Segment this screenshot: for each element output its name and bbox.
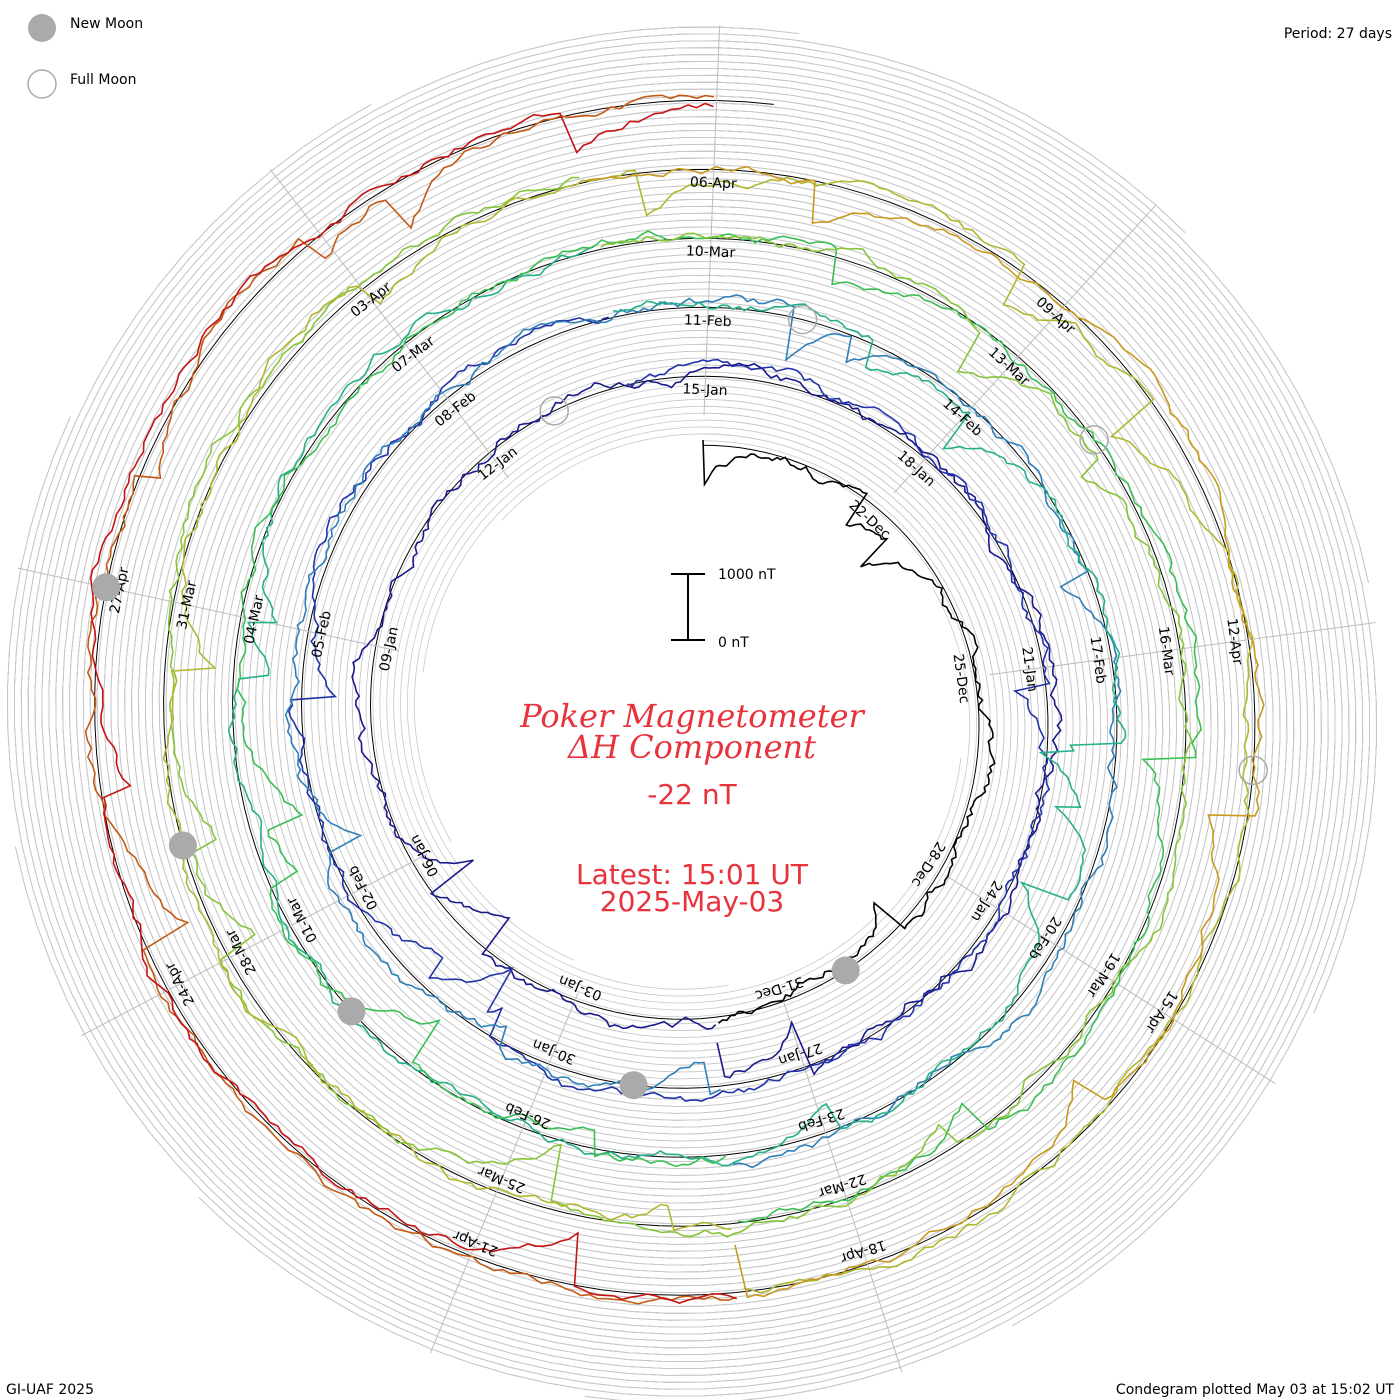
date-label: 15-Jan — [682, 381, 728, 399]
grid-ring — [15, 74, 1350, 1390]
new-moon-label: New Moon — [70, 16, 143, 32]
series-line — [236, 230, 1203, 1223]
series-line — [89, 102, 737, 1304]
moon-markers — [92, 304, 1268, 1100]
chart-title-line2: ΔH Component — [566, 728, 816, 766]
date-label: 06-Jan — [407, 832, 442, 879]
grid-ring — [719, 26, 800, 34]
date-label: 22-Mar — [816, 1170, 868, 1200]
date-label: 06-Apr — [690, 174, 738, 192]
series-line — [587, 165, 1265, 1299]
date-label: 11-Feb — [684, 312, 732, 330]
date-label: 26-Feb — [503, 1099, 553, 1132]
footer-right: Condegram plotted May 03 at 15:02 UT — [1116, 1382, 1395, 1398]
full-moon-marker — [1238, 755, 1268, 786]
scale-bar-top-label: 1000 nT — [718, 567, 776, 583]
date-label: 19-Mar — [1083, 950, 1123, 1000]
grid-spoke — [269, 168, 509, 479]
date-label: 22-Dec — [846, 497, 894, 542]
date-label: 12-Apr — [1223, 617, 1245, 666]
center-title: Poker Magnetometer ΔH Component -22 nT L… — [519, 697, 865, 918]
grid-ring — [718, 40, 1369, 584]
latest-time: Latest: 15:01 UT — [576, 858, 809, 891]
period-label: Period: 27 days — [1284, 26, 1392, 42]
grid-spoke — [945, 874, 1276, 1085]
grid-spoke — [893, 204, 1157, 494]
date-label: 31-Dec — [753, 973, 805, 1003]
grid-ring — [20, 26, 1329, 1369]
new-moon-marker — [168, 831, 197, 860]
new-moon-icon — [28, 14, 56, 42]
grid-spoke — [782, 1000, 903, 1373]
current-value: -22 nT — [647, 778, 737, 811]
grid-spoke — [703, 25, 721, 416]
series-line — [84, 94, 737, 1305]
date-label: 09-Jan — [377, 625, 402, 673]
grid-spoke — [429, 992, 579, 1354]
series-line — [167, 176, 1194, 1238]
footer-left: GI-UAF 2025 — [6, 1382, 94, 1398]
scale-bar: 1000 nT 0 nT — [671, 567, 776, 651]
date-label: 10-Mar — [686, 243, 736, 261]
grid-ring — [718, 54, 1371, 1326]
date-label: 17-Feb — [1087, 635, 1109, 684]
series-layer — [84, 94, 1265, 1305]
grid-ring — [13, 88, 1336, 1376]
grid-ring — [27, 33, 1322, 1363]
full-moon-marker — [539, 396, 569, 426]
latest-date: 2025-May-03 — [600, 885, 785, 918]
chart-title-line1: Poker Magnetometer — [519, 697, 865, 735]
series-line — [351, 362, 1063, 1079]
grid-ring — [584, 61, 1364, 1400]
legend: New Moon Full Moon — [27, 14, 143, 99]
series-line — [702, 439, 996, 1024]
full-moon-label: Full Moon — [70, 72, 136, 88]
grid-rings — [7, 26, 1377, 1400]
new-moon-marker — [831, 956, 860, 985]
grid-spoke — [80, 854, 427, 1037]
date-label: 16-Mar — [1155, 625, 1177, 676]
full-moon-marker — [1079, 425, 1109, 455]
date-label: 21-Jan — [1018, 646, 1040, 693]
date-label: 28-Dec — [908, 839, 948, 890]
new-moon-marker — [92, 573, 121, 602]
grid-ring — [198, 68, 1357, 1397]
grid-ring — [719, 33, 1186, 233]
series-line — [227, 246, 1127, 1167]
grid-ring — [7, 81, 1343, 1383]
series-line — [287, 316, 1051, 1103]
baseline-spiral — [94, 100, 1256, 1296]
new-moon-marker — [337, 997, 366, 1026]
new-moon-marker — [619, 1071, 648, 1100]
grid-ring — [718, 47, 1377, 1014]
date-label: 25-Mar — [476, 1162, 528, 1196]
full-moon-marker — [787, 304, 818, 335]
grid-spoke — [17, 567, 400, 652]
full-moon-icon — [27, 69, 57, 99]
date-label: 25-Dec — [950, 653, 973, 705]
scale-bar-bottom-label: 0 nT — [718, 635, 749, 651]
